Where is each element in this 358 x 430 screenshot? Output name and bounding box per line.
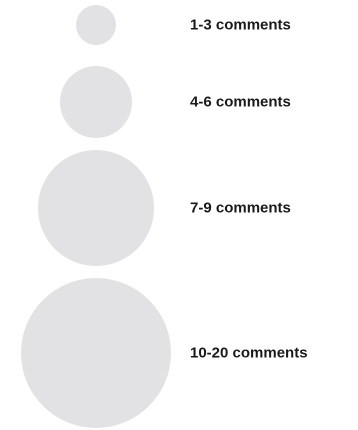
- label-7-9-comments: 7-9 comments: [190, 200, 291, 217]
- bubble-4-6-comments: [60, 66, 132, 138]
- label-1-3-comments: 1-3 comments: [190, 17, 291, 34]
- label-4-6-comments: 4-6 comments: [190, 94, 291, 111]
- bubble-7-9-comments: [38, 150, 154, 266]
- label-10-20-comments: 10-20 comments: [190, 345, 308, 362]
- bubble-1-3-comments: [76, 5, 116, 45]
- bubble-10-20-comments: [21, 278, 171, 428]
